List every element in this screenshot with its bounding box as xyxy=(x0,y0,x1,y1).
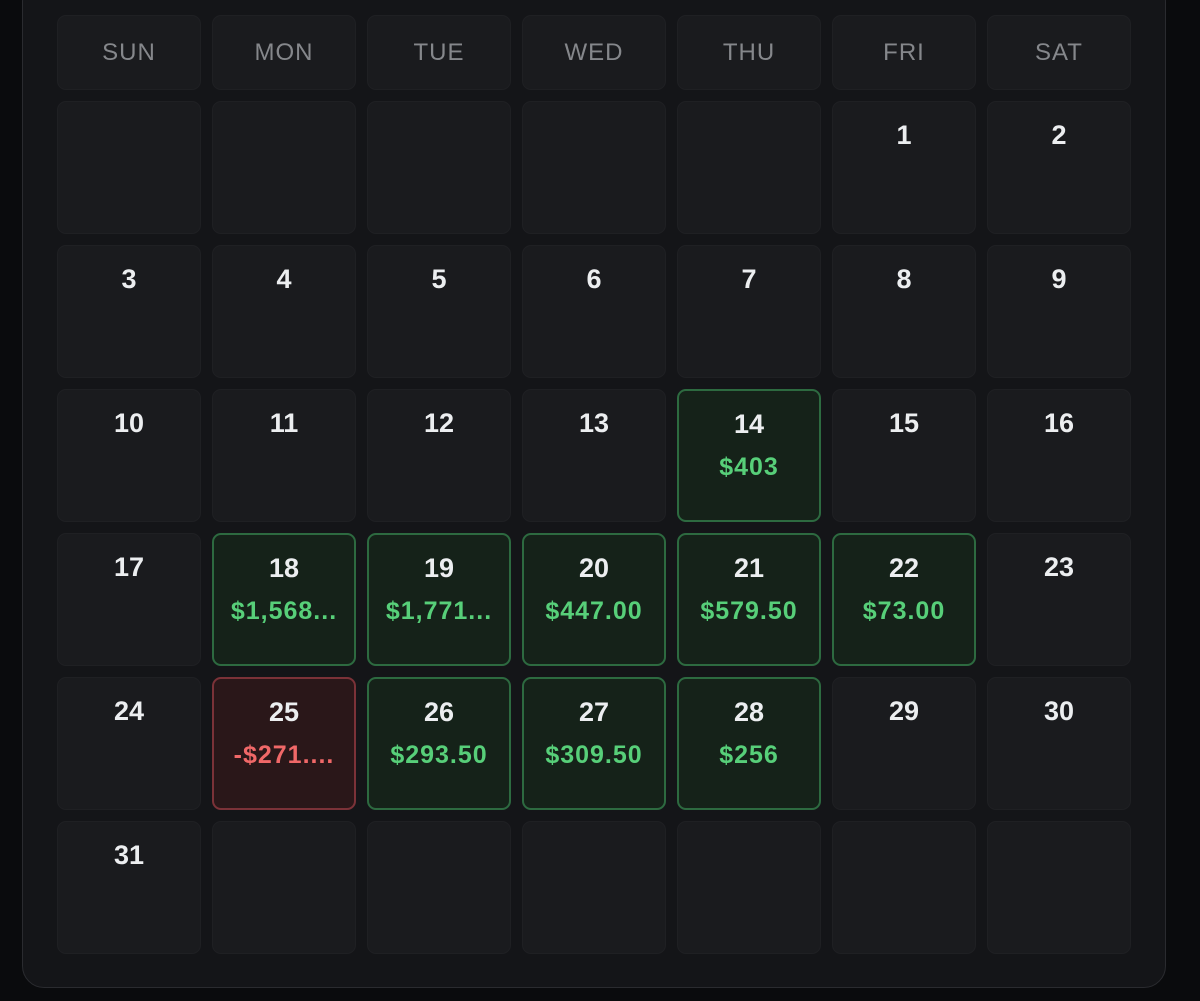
pnl-amount: $309.50 xyxy=(545,741,643,769)
day-cell[interactable]: 25 -$271.... xyxy=(212,677,356,810)
day-number: 5 xyxy=(431,264,447,294)
day-number: 28 xyxy=(733,697,765,727)
day-cell[interactable]: 31 xyxy=(57,821,201,954)
day-cell[interactable]: 21 $579.50 xyxy=(677,533,821,666)
day-number: 13 xyxy=(578,408,610,438)
day-cell[interactable]: 17 xyxy=(57,533,201,666)
day-number: 19 xyxy=(423,553,455,583)
empty-cell xyxy=(987,821,1131,954)
empty-cell xyxy=(522,101,666,234)
day-cell[interactable]: 5 xyxy=(367,245,511,378)
day-cell[interactable]: 15 xyxy=(832,389,976,522)
day-number: 4 xyxy=(276,264,292,294)
day-number: 21 xyxy=(733,553,765,583)
day-number: 20 xyxy=(578,553,610,583)
day-cell[interactable]: 27 $309.50 xyxy=(522,677,666,810)
day-number: 8 xyxy=(896,264,912,294)
day-cell[interactable]: 3 xyxy=(57,245,201,378)
pnl-amount: -$271.... xyxy=(233,741,335,769)
day-number: 30 xyxy=(1043,696,1075,726)
day-number: 24 xyxy=(113,696,145,726)
empty-cell xyxy=(212,101,356,234)
pnl-amount: $579.50 xyxy=(700,597,798,625)
day-cell[interactable]: 8 xyxy=(832,245,976,378)
day-number: 11 xyxy=(269,408,299,438)
empty-cell xyxy=(832,821,976,954)
day-number: 3 xyxy=(121,264,137,294)
weekday-header: MON xyxy=(212,15,356,90)
day-cell[interactable]: 4 xyxy=(212,245,356,378)
day-number: 10 xyxy=(113,408,145,438)
day-cell[interactable]: 16 xyxy=(987,389,1131,522)
day-cell[interactable]: 6 xyxy=(522,245,666,378)
pnl-amount: $1,771... xyxy=(385,597,493,625)
weekday-header: SUN xyxy=(57,15,201,90)
empty-cell xyxy=(367,101,511,234)
day-number: 26 xyxy=(423,697,455,727)
day-cell[interactable]: 2 xyxy=(987,101,1131,234)
empty-cell xyxy=(677,821,821,954)
day-cell[interactable]: 14 $403 xyxy=(677,389,821,522)
day-number: 25 xyxy=(268,697,300,727)
day-cell[interactable]: 10 xyxy=(57,389,201,522)
day-number: 23 xyxy=(1043,552,1075,582)
day-number: 7 xyxy=(741,264,757,294)
day-number: 2 xyxy=(1051,120,1067,150)
day-number: 6 xyxy=(586,264,602,294)
pnl-amount: $403 xyxy=(719,453,779,481)
day-cell[interactable]: 7 xyxy=(677,245,821,378)
day-number: 29 xyxy=(888,696,920,726)
empty-cell xyxy=(212,821,356,954)
weekday-header: SAT xyxy=(987,15,1131,90)
day-number: 27 xyxy=(578,697,610,727)
day-number: 9 xyxy=(1051,264,1067,294)
empty-cell xyxy=(522,821,666,954)
empty-cell xyxy=(367,821,511,954)
pnl-amount: $1,568... xyxy=(230,597,338,625)
day-number: 1 xyxy=(896,120,912,150)
day-cell[interactable]: 26 $293.50 xyxy=(367,677,511,810)
day-number: 12 xyxy=(423,408,455,438)
day-cell[interactable]: 9 xyxy=(987,245,1131,378)
pnl-amount: $447.00 xyxy=(545,597,643,625)
day-cell[interactable]: 28 $256 xyxy=(677,677,821,810)
day-cell[interactable]: 22 $73.00 xyxy=(832,533,976,666)
day-number: 18 xyxy=(268,553,300,583)
weekday-header: WED xyxy=(522,15,666,90)
day-cell[interactable]: 18 $1,568... xyxy=(212,533,356,666)
day-number: 17 xyxy=(113,552,145,582)
day-cell[interactable]: 11 xyxy=(212,389,356,522)
day-cell[interactable]: 23 xyxy=(987,533,1131,666)
day-number: 14 xyxy=(733,409,765,439)
day-number: 15 xyxy=(888,408,920,438)
day-cell[interactable]: 19 $1,771... xyxy=(367,533,511,666)
empty-cell xyxy=(57,101,201,234)
day-cell[interactable]: 13 xyxy=(522,389,666,522)
day-number: 22 xyxy=(888,553,920,583)
pnl-amount: $73.00 xyxy=(862,597,946,625)
day-cell[interactable]: 12 xyxy=(367,389,511,522)
pnl-amount: $293.50 xyxy=(390,741,488,769)
day-number: 31 xyxy=(113,840,145,870)
day-cell[interactable]: 20 $447.00 xyxy=(522,533,666,666)
day-number: 16 xyxy=(1043,408,1075,438)
day-cell[interactable]: 30 xyxy=(987,677,1131,810)
day-cell[interactable]: 24 xyxy=(57,677,201,810)
day-cell[interactable]: 29 xyxy=(832,677,976,810)
weekday-header: THU xyxy=(677,15,821,90)
day-cell[interactable]: 1 xyxy=(832,101,976,234)
pnl-amount: $256 xyxy=(719,741,779,769)
weekday-header: FRI xyxy=(832,15,976,90)
weekday-header: TUE xyxy=(367,15,511,90)
empty-cell xyxy=(677,101,821,234)
